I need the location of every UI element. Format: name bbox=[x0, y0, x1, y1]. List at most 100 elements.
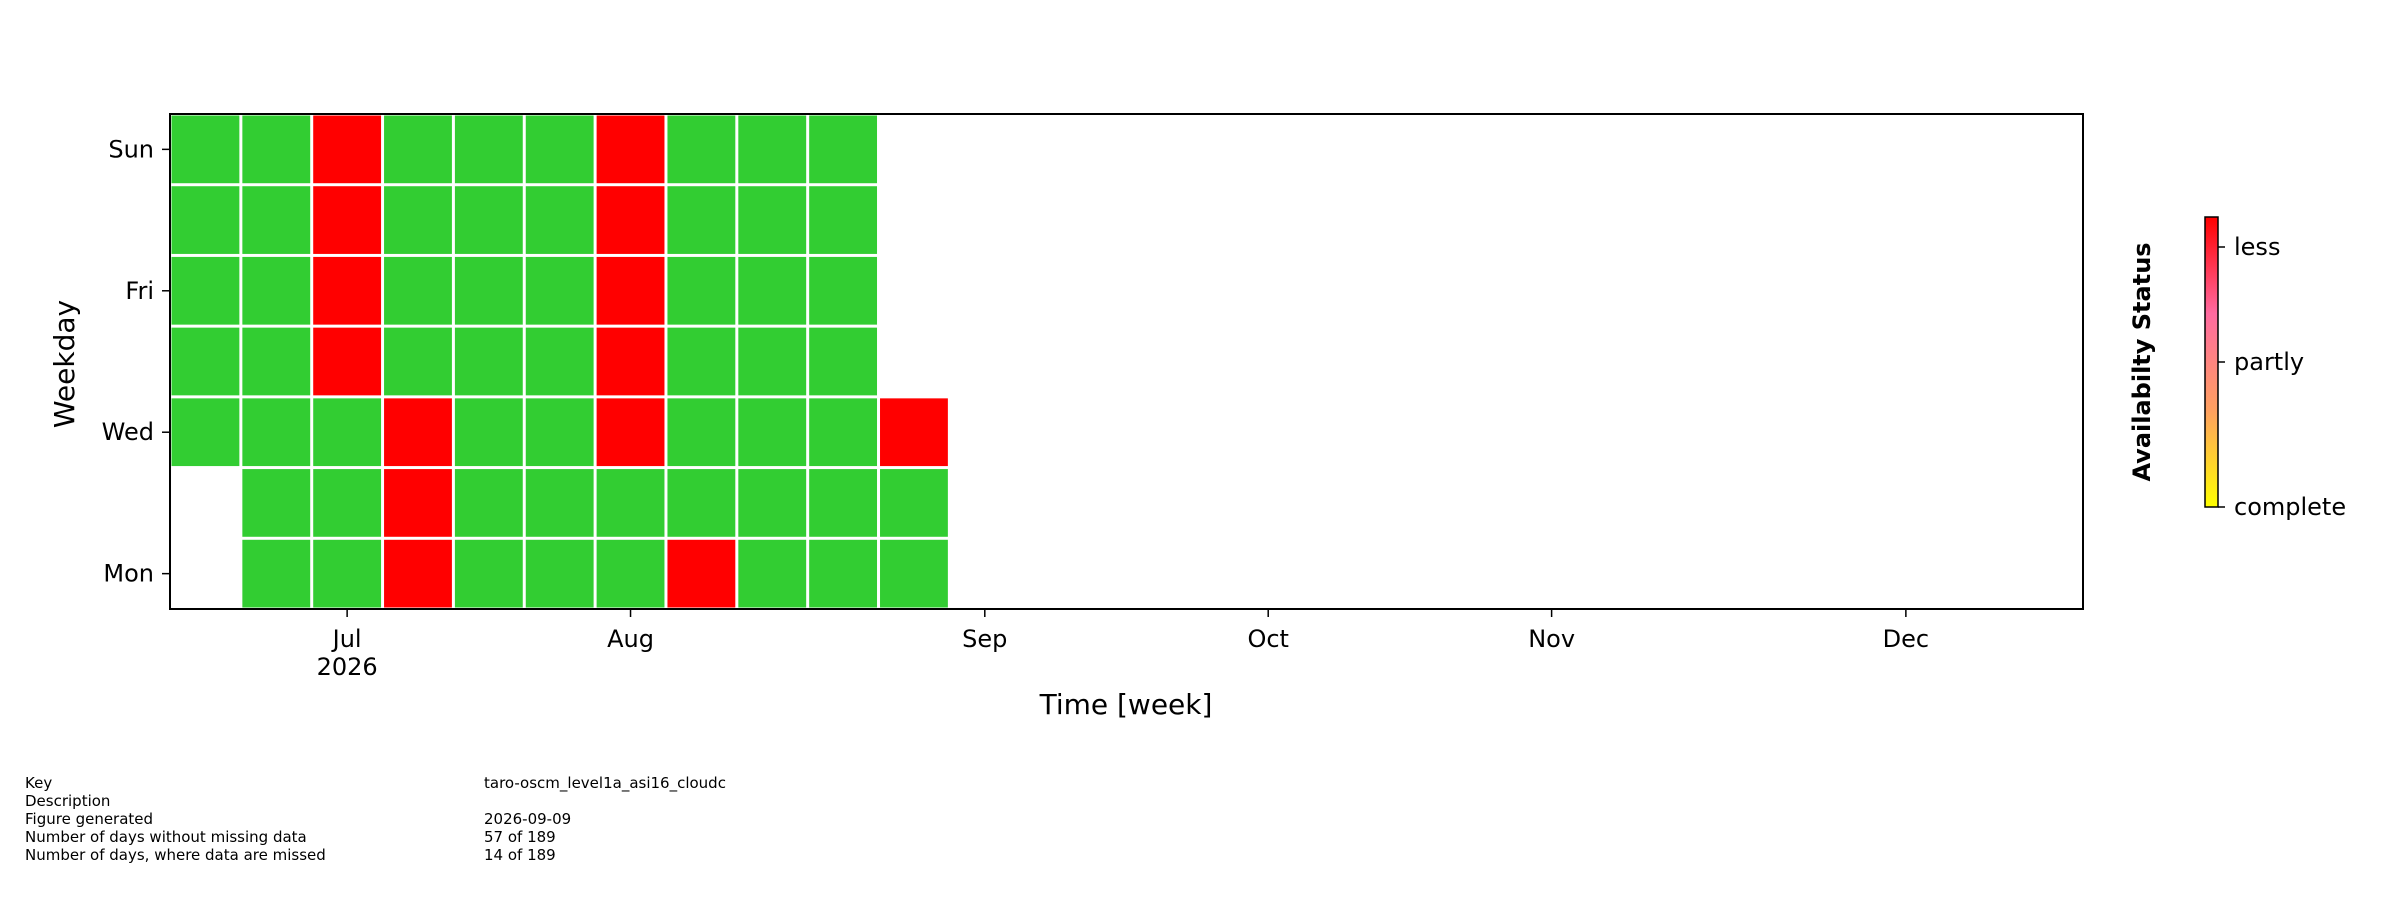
heatmap-cell bbox=[242, 115, 311, 184]
x-tick-label: Sep bbox=[962, 625, 1007, 653]
heatmap-cell bbox=[667, 539, 736, 608]
heatmap-cell bbox=[384, 256, 452, 325]
info-key: Number of days without missing data bbox=[25, 828, 307, 846]
heatmap-cell bbox=[809, 398, 878, 467]
x-tick-label: Oct bbox=[1247, 625, 1289, 653]
x-tick-label: Aug bbox=[607, 625, 654, 653]
heatmap-cell bbox=[738, 398, 807, 467]
heatmap-cell bbox=[596, 327, 665, 396]
heatmap-cell bbox=[525, 469, 594, 537]
heatmap-cell bbox=[525, 539, 594, 608]
heatmap-cell bbox=[454, 539, 523, 608]
heatmap-cell bbox=[667, 327, 736, 396]
colorbar-tick-label: complete bbox=[2234, 493, 2346, 521]
heatmap-cell bbox=[454, 186, 523, 254]
colorbar-tick-label: less bbox=[2234, 233, 2280, 261]
heatmap-cell bbox=[313, 398, 382, 467]
heatmap-cell bbox=[738, 256, 807, 325]
heatmap-cell bbox=[809, 327, 878, 396]
heatmap-cell bbox=[384, 115, 452, 184]
x-tick-label: Jul bbox=[331, 625, 362, 653]
info-key: Description bbox=[25, 792, 110, 810]
heatmap-cell bbox=[809, 186, 878, 254]
heatmap-cell bbox=[384, 186, 452, 254]
colorbar-label: Availabilty Status bbox=[2128, 242, 2156, 481]
heatmap-cell bbox=[313, 186, 382, 254]
heatmap-cell bbox=[596, 115, 665, 184]
y-axis-label: Weekday bbox=[48, 300, 81, 428]
heatmap-cell bbox=[171, 186, 240, 254]
x-tick-label: Nov bbox=[1528, 625, 1575, 653]
heatmap-cell bbox=[525, 115, 594, 184]
heatmap-cell bbox=[313, 115, 382, 184]
heatmap-cell bbox=[384, 327, 452, 396]
x-axis-label: Time [week] bbox=[1039, 688, 1213, 721]
y-tick-label: Wed bbox=[102, 418, 154, 446]
heatmap-cell bbox=[738, 186, 807, 254]
heatmap-cell bbox=[809, 115, 878, 184]
heatmap-cell bbox=[171, 256, 240, 325]
heatmap-cell bbox=[384, 398, 452, 467]
heatmap-cell bbox=[880, 469, 948, 537]
heatmap-cell bbox=[738, 115, 807, 184]
info-value: 57 of 189 bbox=[484, 828, 556, 846]
heatmap-cell bbox=[525, 398, 594, 467]
heatmap-cell bbox=[313, 539, 382, 608]
heatmap-cell bbox=[242, 469, 311, 537]
info-key: Figure generated bbox=[25, 810, 153, 828]
heatmap-cell bbox=[667, 398, 736, 467]
heatmap-cell bbox=[738, 469, 807, 537]
heatmap-cell bbox=[242, 398, 311, 467]
plot-frame bbox=[169, 113, 2084, 610]
heatmap-cell bbox=[242, 539, 311, 608]
colorbar bbox=[2204, 216, 2219, 508]
heatmap-cell bbox=[454, 469, 523, 537]
heatmap-cell bbox=[809, 539, 878, 608]
heatmap-cell bbox=[667, 256, 736, 325]
heatmap-cell bbox=[596, 539, 665, 608]
heatmap-cell bbox=[809, 256, 878, 325]
heatmap-cell bbox=[738, 539, 807, 608]
heatmap-cell bbox=[171, 327, 240, 396]
heatmap-cell bbox=[596, 186, 665, 254]
x-tick-year: 2026 bbox=[317, 653, 378, 681]
y-tick-label: Sun bbox=[108, 135, 154, 163]
heatmap-cell bbox=[242, 256, 311, 325]
heatmap-cell bbox=[242, 186, 311, 254]
heatmap-cell bbox=[313, 256, 382, 325]
heatmap-cell bbox=[384, 469, 452, 537]
heatmap-cell bbox=[171, 115, 240, 184]
x-tick-label: Dec bbox=[1883, 625, 1929, 653]
info-value: 2026-09-09 bbox=[484, 810, 571, 828]
heatmap-cell bbox=[313, 327, 382, 396]
heatmap-cell bbox=[596, 256, 665, 325]
heatmap-cell bbox=[880, 539, 948, 608]
info-key: Key bbox=[25, 774, 52, 792]
heatmap-cell bbox=[454, 256, 523, 325]
heatmap-cell bbox=[454, 398, 523, 467]
heatmap-cell bbox=[596, 469, 665, 537]
y-tick-label: Fri bbox=[125, 277, 154, 305]
heatmap-cell bbox=[667, 115, 736, 184]
heatmap-cell bbox=[242, 327, 311, 396]
heatmap-cell bbox=[667, 469, 736, 537]
heatmap-cell bbox=[596, 398, 665, 467]
info-value: 14 of 189 bbox=[484, 846, 556, 864]
heatmap-cell bbox=[880, 398, 948, 467]
heatmap-cell bbox=[454, 115, 523, 184]
info-value: taro-oscm_level1a_asi16_cloudc bbox=[484, 774, 726, 793]
heatmap-cell bbox=[738, 327, 807, 396]
heatmap-cell bbox=[667, 186, 736, 254]
heatmap-cell bbox=[809, 469, 878, 537]
colorbar-tick-label: partly bbox=[2234, 348, 2304, 376]
heatmap-cell bbox=[454, 327, 523, 396]
heatmap-cell bbox=[171, 398, 240, 467]
heatmap-cell bbox=[525, 327, 594, 396]
y-tick-label: Mon bbox=[103, 560, 154, 588]
info-key: Number of days, where data are missed bbox=[25, 846, 326, 864]
heatmap-cell bbox=[313, 469, 382, 537]
heatmap-cell bbox=[525, 186, 594, 254]
heatmap-cell bbox=[525, 256, 594, 325]
heatmap-cell bbox=[384, 539, 452, 608]
